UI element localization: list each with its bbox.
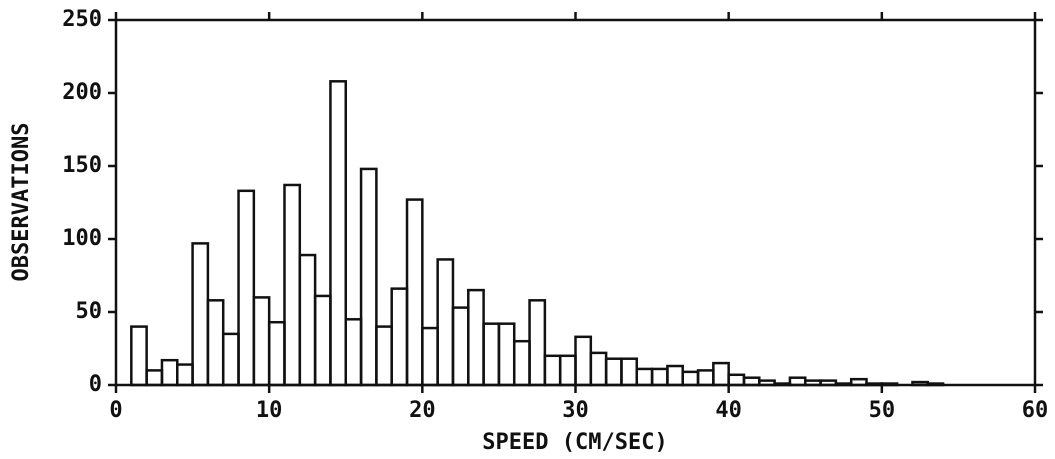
histogram-bar [528, 299, 547, 387]
histogram-bar [405, 198, 424, 387]
histogram-bar [145, 369, 164, 387]
histogram-bar [176, 363, 194, 387]
histogram-bar [727, 373, 746, 387]
y-tick-label: 250 [62, 7, 102, 32]
histogram-bar [650, 367, 669, 387]
y-tick-label: 0 [89, 372, 102, 397]
histogram-bar [512, 339, 531, 387]
histogram-bar [375, 325, 393, 387]
histogram-bar [191, 242, 210, 387]
histogram-bar [237, 189, 256, 387]
histogram-bar [804, 379, 822, 387]
histogram-bar [819, 379, 838, 387]
histogram-bar [313, 294, 332, 387]
histogram-bar [467, 288, 485, 387]
histogram-bar [911, 380, 930, 387]
x-tick-label: 0 [109, 398, 122, 423]
histogram-bar [252, 296, 271, 387]
histogram-bar [497, 322, 516, 387]
x-tick-label: 10 [256, 398, 283, 423]
histogram-bar [788, 376, 807, 387]
histogram-bar [880, 382, 899, 387]
histogram-bar [421, 326, 439, 387]
histogram-bar [712, 361, 730, 387]
histogram-bar [681, 370, 700, 387]
histogram-bar [773, 382, 792, 387]
histogram-bar [666, 364, 684, 387]
histogram-bar [206, 299, 225, 387]
histogram-bar [589, 351, 608, 387]
histogram-bar [849, 377, 868, 387]
histogram-bar [865, 382, 884, 387]
histogram-bar [604, 357, 623, 387]
x-tick-label: 40 [715, 398, 742, 423]
histogram-bar [359, 167, 378, 387]
y-tick-label: 200 [62, 80, 102, 105]
histogram-bar [390, 287, 409, 387]
y-tick-label: 50 [76, 299, 103, 324]
x-tick-label: 60 [1022, 398, 1049, 423]
y-tick-label: 150 [62, 153, 102, 178]
x-tick-label: 30 [562, 398, 589, 423]
histogram-bar [329, 80, 347, 387]
x-axis-label: SPEED (CM/SEC) [482, 430, 667, 455]
y-tick-label: 100 [62, 226, 102, 251]
histogram-bar [160, 358, 179, 387]
histogram-bar [298, 253, 317, 387]
histogram-bar [436, 258, 455, 387]
histogram-bar [574, 335, 593, 387]
histogram-bar [344, 318, 363, 387]
histogram-bar [267, 320, 286, 387]
histogram-bar [130, 325, 148, 387]
histogram-bar [834, 382, 853, 387]
histogram-bar [635, 367, 654, 387]
x-tick-label: 20 [409, 398, 436, 423]
histogram-bar [758, 379, 776, 387]
histogram-bar [926, 382, 945, 387]
histogram-bar [221, 332, 240, 387]
histogram-bar [742, 376, 761, 387]
histogram-bar [543, 354, 562, 387]
histogram-bar [620, 357, 639, 387]
y-axis-label: OBSERVATIONS [9, 123, 34, 282]
histogram-bar [558, 354, 577, 387]
histogram-bar [696, 369, 715, 387]
histogram-bar [451, 306, 470, 387]
histogram-bar [283, 183, 302, 387]
x-tick-label: 50 [869, 398, 896, 423]
histogram-bar [482, 322, 501, 387]
